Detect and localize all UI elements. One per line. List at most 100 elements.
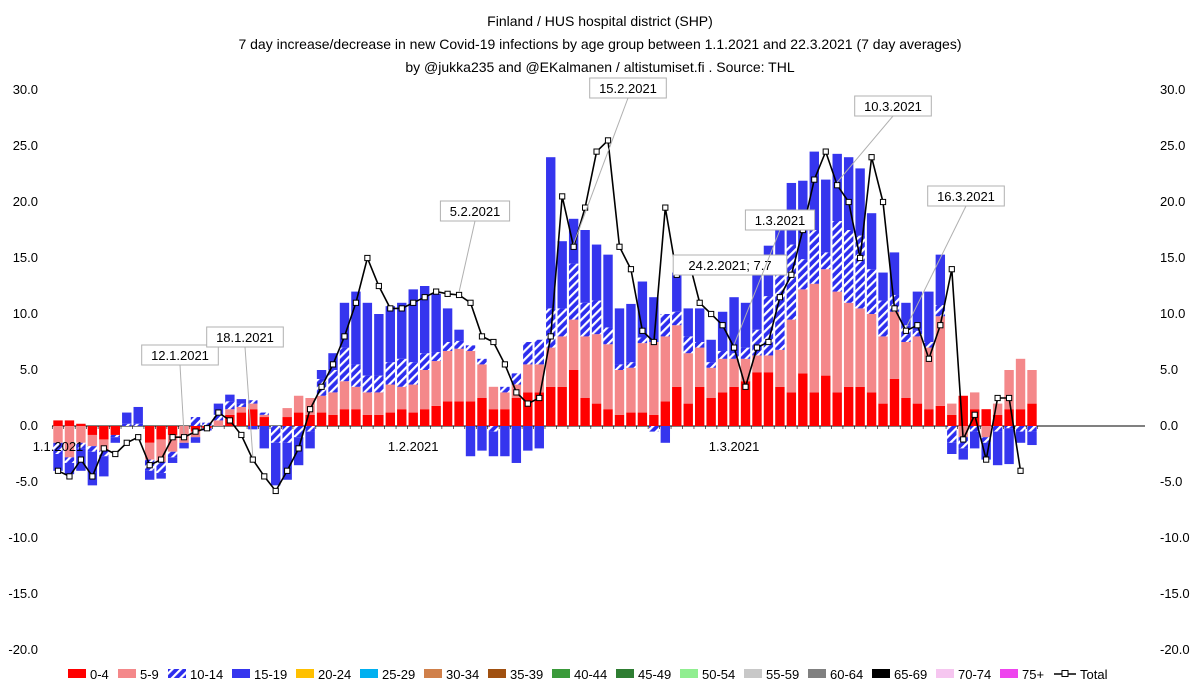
y-tick-label-right: -15.0 xyxy=(1160,586,1190,601)
bar-segment-15-19 xyxy=(523,426,533,451)
total-point xyxy=(238,431,245,439)
bar-segment-15-19 xyxy=(614,308,625,365)
bar-segment-10-14 xyxy=(1027,426,1037,432)
bar-segment-10-14 xyxy=(374,375,384,393)
total-point xyxy=(375,282,382,290)
total-point xyxy=(696,299,703,306)
legend-swatch xyxy=(552,669,570,678)
total-point xyxy=(879,198,887,206)
bar-segment-0-4 xyxy=(935,405,946,426)
total-point xyxy=(158,456,165,463)
legend-label: 40-44 xyxy=(574,667,607,682)
bar-segment-10-14 xyxy=(568,263,579,320)
legend-swatch xyxy=(936,669,954,678)
legend-swatch xyxy=(118,669,136,678)
bar-segment-15-19 xyxy=(694,308,705,342)
bar-segment-5-9 xyxy=(167,434,178,452)
total-point xyxy=(215,409,222,416)
total-point xyxy=(719,322,726,329)
total-point xyxy=(261,473,268,480)
bar-segment-10-14 xyxy=(419,353,430,370)
y-tick-label-left: 5.0 xyxy=(20,362,38,377)
bar-segment-0-4 xyxy=(110,426,120,435)
bar-segment-0-4 xyxy=(99,426,109,440)
bar-segment-15-19 xyxy=(488,431,499,457)
total-point xyxy=(616,243,623,250)
annotation-leader xyxy=(179,364,185,435)
bar-segment-5-9 xyxy=(568,319,579,370)
bar-segment-0-4 xyxy=(603,409,613,426)
total-point xyxy=(570,243,577,250)
bar-segment-5-9 xyxy=(740,358,751,382)
total-point xyxy=(857,254,864,262)
bar-segment-15-19 xyxy=(442,308,453,342)
total-point xyxy=(318,383,325,390)
bar-segment-15-19 xyxy=(53,454,63,471)
total-point xyxy=(925,355,932,362)
y-tick-label-right: 25.0 xyxy=(1160,138,1185,153)
bar-segment-0-4 xyxy=(740,381,751,426)
y-tick-label-left: 20.0 xyxy=(13,194,38,209)
bar-segment-0-4 xyxy=(889,378,900,426)
legend-label: 20-24 xyxy=(318,667,351,682)
bar-segment-5-9 xyxy=(981,426,991,438)
y-tick-label-left: 30.0 xyxy=(13,82,38,97)
bar-segment-15-19 xyxy=(259,426,269,449)
y-tick-label-left: 25.0 xyxy=(13,138,38,153)
legend-swatch xyxy=(808,669,826,678)
bar-segment-10-14 xyxy=(706,362,716,368)
bar-segment-0-4 xyxy=(775,386,785,426)
bar-segment-0-4 xyxy=(362,414,373,426)
bar-segment-5-9 xyxy=(878,336,888,404)
bar-segment-5-9 xyxy=(465,350,476,402)
bar-segment-10-14 xyxy=(202,422,212,426)
total-point xyxy=(123,439,130,446)
legend-swatch xyxy=(424,669,442,678)
bar-segment-10-14 xyxy=(717,350,728,359)
bar-segment-0-4 xyxy=(557,386,567,426)
bar-segment-15-19 xyxy=(912,291,923,331)
total-point xyxy=(364,254,371,262)
bar-segment-15-19 xyxy=(236,399,247,404)
bar-segment-10-14 xyxy=(809,230,819,284)
bar-segment-0-4 xyxy=(156,426,166,440)
total-point xyxy=(960,436,967,443)
bar-segment-0-4 xyxy=(843,386,854,426)
bar-segment-15-19 xyxy=(557,241,567,309)
legend-label: 60-64 xyxy=(830,667,863,682)
bar-segment-15-19 xyxy=(110,437,120,443)
bar-segment-5-9 xyxy=(248,403,258,410)
annotation-box xyxy=(141,344,219,366)
bar-segment-15-19 xyxy=(397,302,407,359)
x-axis-labels: 1.1.2021 1.2.2021 1.3.2021 xyxy=(33,439,760,454)
bar-segment-0-4 xyxy=(614,414,625,426)
total-point xyxy=(192,428,199,435)
annotation-label: 15.2.2021 xyxy=(599,81,657,96)
legend-label: 70-74 xyxy=(958,667,991,682)
total-point xyxy=(284,467,291,474)
bar-segment-10-14 xyxy=(431,352,441,362)
bar-segment-0-4 xyxy=(694,386,705,426)
total-point xyxy=(249,456,256,463)
bar-segment-5-9 xyxy=(706,367,716,398)
bar-segment-15-19 xyxy=(546,157,556,309)
bar-segment-10-14 xyxy=(225,401,235,410)
bar-segment-0-4 xyxy=(683,403,693,426)
bar-segment-10-14 xyxy=(1015,426,1026,432)
bar-segment-5-9 xyxy=(717,358,728,393)
bar-segment-15-19 xyxy=(809,151,819,230)
bar-segment-0-4 xyxy=(821,375,831,426)
bar-segment-5-9 xyxy=(156,439,166,462)
bar-segment-5-9 xyxy=(580,336,590,398)
bar-segment-0-4 xyxy=(248,409,258,426)
total-point xyxy=(444,290,451,297)
bar-segment-0-4 xyxy=(511,398,522,426)
bar-segment-5-9 xyxy=(866,314,877,393)
bar-segment-10-14 xyxy=(878,300,888,337)
legend-swatch xyxy=(488,669,506,678)
bar-segment-0-4 xyxy=(53,420,63,426)
annotation-box xyxy=(439,200,511,222)
y-tick-label-left: -20.0 xyxy=(8,642,38,657)
bar-segment-15-19 xyxy=(637,281,648,338)
bar-segment-10-14 xyxy=(110,434,120,438)
